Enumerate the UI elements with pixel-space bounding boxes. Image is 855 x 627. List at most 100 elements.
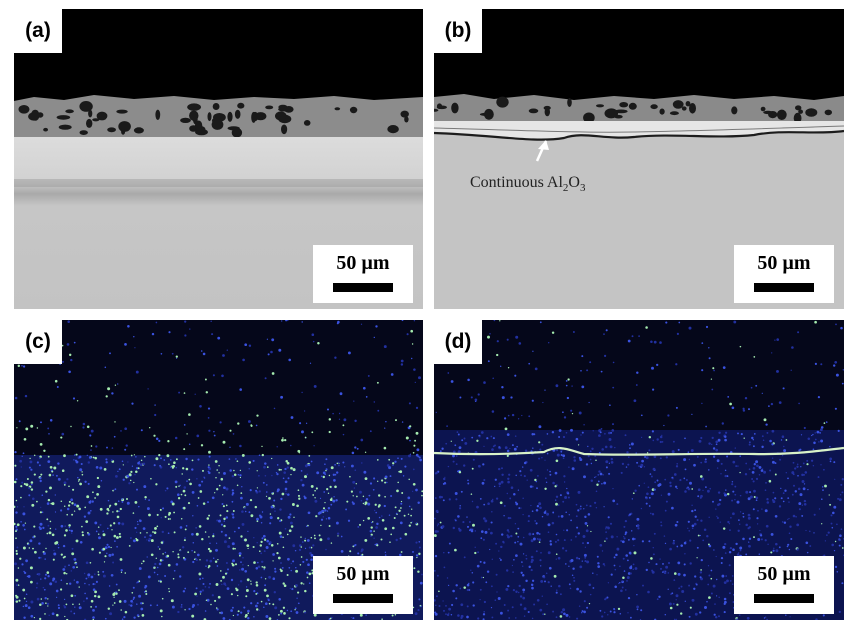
eds-signal-dot [307, 563, 310, 567]
coating-pore [121, 128, 126, 135]
eds-signal-dot [192, 515, 194, 517]
eds-signal-dot [372, 488, 375, 491]
coating-pore [79, 101, 93, 112]
eds-signal-dot [57, 604, 60, 607]
eds-signal-dot [535, 509, 539, 512]
eds-signal-dot [501, 396, 505, 400]
eds-signal-dot [232, 614, 235, 617]
eds-signal-dot [375, 526, 378, 529]
eds-signal-dot [270, 350, 273, 354]
eds-signal-dot [576, 526, 579, 529]
eds-signal-dot [442, 477, 446, 481]
eds-signal-dot [608, 438, 612, 441]
eds-signal-dot [170, 466, 172, 468]
eds-signal-dot [640, 414, 643, 417]
eds-signal-dot [86, 495, 90, 499]
eds-signal-dot [241, 522, 245, 526]
eds-signal-dot [509, 447, 511, 450]
eds-signal-dot [512, 588, 516, 592]
eds-signal-dot [20, 496, 22, 499]
eds-signal-dot [237, 473, 240, 476]
eds-signal-dot [598, 451, 601, 454]
eds-signal-dot [83, 572, 86, 575]
eds-signal-dot [187, 551, 190, 554]
scale-label-b: 50 µm [757, 252, 811, 274]
eds-signal-dot [200, 444, 204, 447]
eds-signal-dot [282, 582, 285, 585]
eds-signal-dot [267, 599, 270, 602]
eds-signal-dot [295, 566, 297, 569]
eds-signal-dot [183, 539, 186, 542]
eds-signal-dot [324, 509, 327, 512]
eds-signal-dot [272, 560, 274, 562]
eds-signal-dot [71, 552, 75, 556]
eds-signal-dot [577, 490, 581, 494]
eds-signal-dot [231, 474, 235, 478]
eds-signal-dot [62, 544, 66, 548]
eds-signal-dot [415, 406, 419, 410]
eds-signal-dot [708, 574, 711, 577]
eds-signal-dot [347, 351, 351, 355]
eds-signal-dot [560, 610, 564, 614]
eds-signal-dot [400, 363, 404, 366]
eds-signal-dot [762, 439, 765, 442]
eds-signal-dot [151, 332, 155, 336]
eds-signal-dot [555, 533, 558, 536]
eds-signal-dot [699, 475, 703, 478]
eds-signal-dot [63, 454, 66, 458]
eds-signal-dot [655, 563, 658, 566]
eds-signal-dot [374, 509, 376, 512]
eds-signal-dot [104, 546, 108, 550]
eds-signal-dot [211, 333, 214, 336]
eds-signal-dot [482, 613, 486, 616]
eds-signal-dot [297, 489, 300, 492]
coating-pore [596, 104, 604, 108]
eds-signal-dot [57, 606, 61, 610]
eds-signal-dot [549, 473, 552, 476]
eds-signal-dot [312, 340, 315, 343]
eds-signal-dot [438, 605, 441, 607]
eds-signal-dot [159, 580, 162, 583]
eds-signal-dot [208, 429, 211, 432]
eds-signal-dot [178, 485, 180, 487]
eds-signal-dot [836, 523, 838, 526]
eds-signal-dot [118, 510, 120, 513]
eds-signal-dot [452, 450, 456, 454]
eds-signal-dot [325, 458, 328, 461]
eds-signal-dot [534, 367, 538, 371]
eds-signal-dot [589, 458, 592, 461]
eds-signal-dot [297, 449, 301, 453]
eds-signal-dot [813, 513, 816, 516]
eds-signal-dot [380, 515, 383, 517]
eds-signal-dot [662, 571, 664, 573]
eds-signal-dot [813, 532, 815, 534]
eds-signal-dot [231, 542, 235, 546]
eds-signal-dot [359, 613, 363, 617]
eds-signal-dot [568, 583, 571, 586]
eds-signal-dot [821, 523, 823, 525]
eds-signal-dot [480, 537, 483, 540]
eds-signal-dot [656, 438, 659, 441]
eds-signal-dot [520, 474, 522, 477]
eds-signal-dot [397, 481, 399, 484]
eds-signal-dot [476, 564, 480, 568]
eds-signal-dot [239, 569, 241, 571]
eds-signal-dot [395, 419, 397, 422]
eds-signal-dot [452, 589, 455, 593]
eds-signal-dot [292, 468, 296, 472]
eds-signal-dot [632, 492, 635, 495]
eds-signal-dot [307, 463, 311, 467]
eds-signal-dot [191, 468, 194, 471]
eds-signal-dot [694, 612, 698, 616]
eds-signal-dot [646, 492, 649, 496]
eds-signal-dot [33, 616, 36, 619]
eds-signal-dot [773, 547, 775, 550]
eds-signal-dot [507, 516, 510, 520]
eds-signal-dot [285, 490, 287, 492]
coating-pore [689, 103, 696, 114]
eds-signal-dot [556, 589, 558, 591]
eds-signal-dot [72, 397, 76, 400]
eds-signal-dot [34, 550, 37, 554]
eds-signal-dot [614, 446, 616, 449]
eds-signal-dot [652, 546, 655, 549]
